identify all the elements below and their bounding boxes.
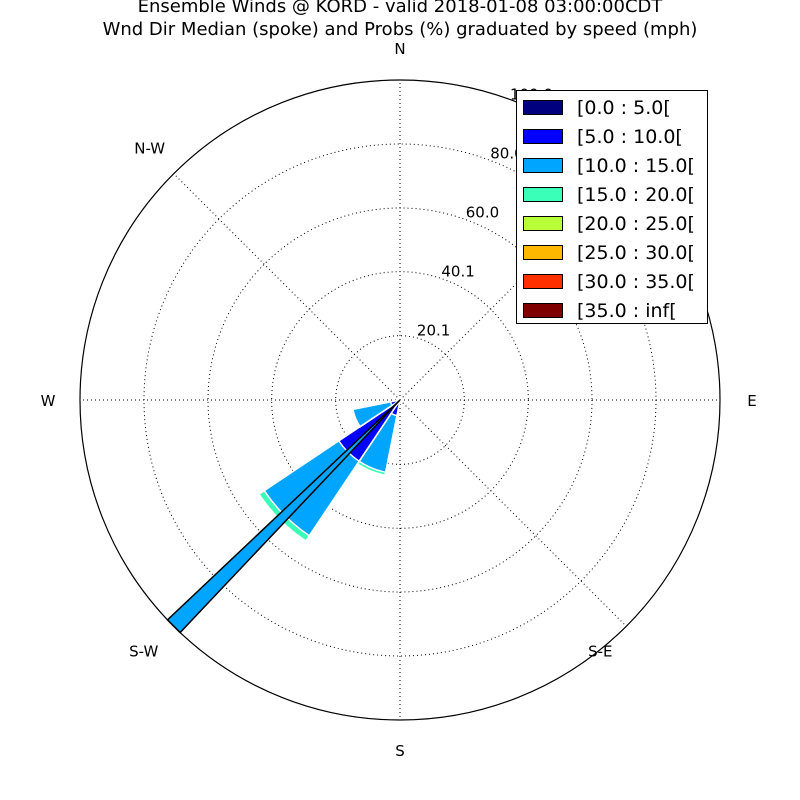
radial-tick-label: 20.1 bbox=[417, 322, 450, 340]
legend-swatch bbox=[523, 245, 563, 260]
direction-label: S bbox=[395, 742, 405, 760]
legend-item: [35.0 : inf[ bbox=[523, 296, 677, 325]
radial-tick-label: 60.0 bbox=[466, 204, 499, 222]
legend-item: [25.0 : 30.0[ bbox=[523, 238, 695, 267]
legend-swatch bbox=[523, 158, 563, 173]
legend-label: [0.0 : 5.0[ bbox=[577, 96, 671, 119]
legend-label: [35.0 : inf[ bbox=[577, 299, 677, 322]
legend-swatch bbox=[523, 274, 563, 289]
radial-tick-label: 80.0 bbox=[490, 144, 523, 162]
legend-swatch bbox=[523, 100, 563, 115]
legend-item: [15.0 : 20.0[ bbox=[523, 180, 695, 209]
direction-label: N bbox=[394, 40, 405, 58]
legend-label: [5.0 : 10.0[ bbox=[577, 125, 683, 148]
legend: [0.0 : 5.0[ [5.0 : 10.0[ [10.0 : 15.0[ [15.… bbox=[516, 90, 708, 324]
direction-label: S-E bbox=[588, 642, 612, 660]
direction-label: W bbox=[41, 392, 56, 410]
legend-item: [10.0 : 15.0[ bbox=[523, 151, 695, 180]
grid-spoke bbox=[173, 173, 401, 401]
grid-spoke bbox=[399, 399, 627, 627]
legend-label: [10.0 : 15.0[ bbox=[577, 154, 695, 177]
legend-label: [25.0 : 30.0[ bbox=[577, 241, 695, 264]
direction-label: E bbox=[747, 392, 756, 410]
wind-sector-bar bbox=[352, 399, 401, 428]
legend-label: [20.0 : 25.0[ bbox=[577, 212, 695, 235]
direction-label: S-W bbox=[129, 642, 158, 660]
legend-item: [0.0 : 5.0[ bbox=[523, 93, 671, 122]
radial-tick-label: 40.1 bbox=[441, 262, 474, 280]
legend-item: [5.0 : 10.0[ bbox=[523, 122, 683, 151]
median-spoke bbox=[166, 399, 401, 634]
legend-item: [20.0 : 25.0[ bbox=[523, 209, 695, 238]
chart-subtitle: Wnd Dir Median (spoke) and Probs (%) gra… bbox=[102, 19, 698, 40]
grid-spoke bbox=[399, 173, 627, 401]
legend-swatch bbox=[523, 129, 563, 144]
outer-circle bbox=[79, 79, 721, 721]
legend-item: [30.0 : 35.0[ bbox=[523, 267, 695, 296]
legend-swatch bbox=[523, 216, 563, 231]
chart-title: Ensemble Winds @ KORD - valid 2018-01-08… bbox=[137, 0, 663, 17]
legend-label: [15.0 : 20.0[ bbox=[577, 183, 695, 206]
legend-label: [30.0 : 35.0[ bbox=[577, 270, 695, 293]
direction-label: N-W bbox=[134, 140, 165, 158]
legend-swatch bbox=[523, 303, 563, 318]
legend-swatch bbox=[523, 187, 563, 202]
